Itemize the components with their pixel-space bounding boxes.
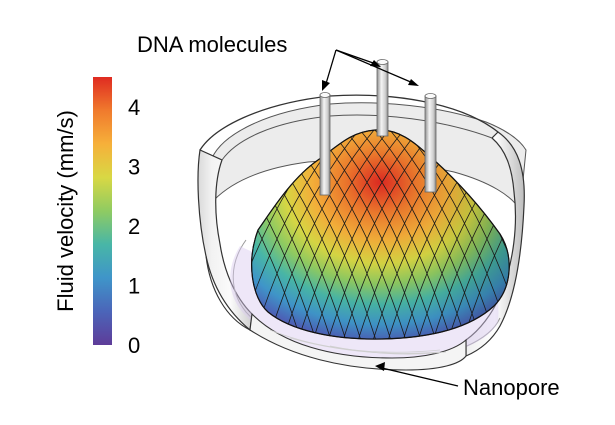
colorbar-tick-3: 3 — [128, 154, 140, 179]
nanopore-label: Nanopore — [463, 375, 560, 400]
nanopore-arrow-line — [381, 367, 459, 387]
dna-rod-left — [319, 92, 331, 196]
dna-rod-right — [424, 93, 437, 193]
dna-arrows — [324, 49, 414, 88]
dna-molecules-label: DNA molecules — [137, 32, 287, 57]
colorbar-tick-0: 0 — [128, 333, 140, 358]
dna-arrowheads — [322, 60, 419, 91]
colorbar-tick-2: 2 — [128, 214, 140, 239]
chamber-floor-lines — [269, 329, 447, 355]
colorbar-gradient — [93, 77, 112, 345]
dna-molecule-rods — [319, 59, 437, 196]
colorbar-ticks: 0 1 2 3 4 — [128, 95, 140, 358]
dna-rod-middle — [376, 59, 389, 137]
nanopore-arrowhead — [375, 362, 385, 371]
colorbar-tick-1: 1 — [128, 273, 140, 298]
annotations: DNA molecules Nanopore — [137, 32, 560, 400]
colorbar-tick-4: 4 — [128, 95, 140, 120]
colorbar-label: Fluid velocity (mm/s) — [53, 110, 78, 312]
velocity-dome — [251, 129, 510, 340]
colorbar: 0 1 2 3 4 Fluid velocity (mm/s) — [53, 77, 140, 358]
chamber-front-lip — [249, 312, 467, 371]
